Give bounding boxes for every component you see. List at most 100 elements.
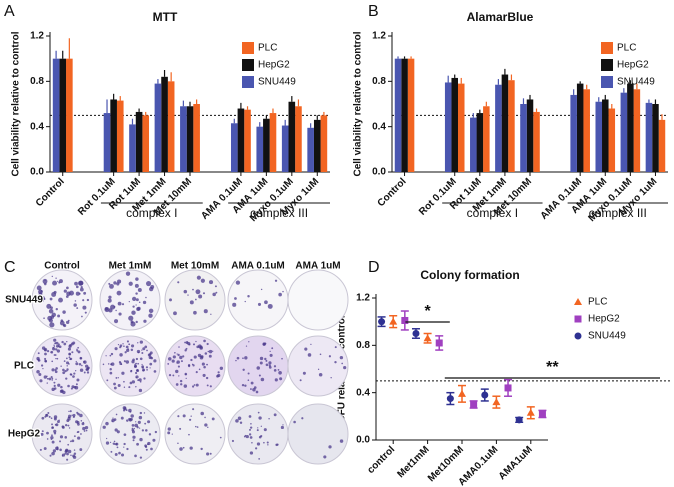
colony [202,292,206,295]
colony [76,421,80,424]
point [481,391,489,399]
colony [128,281,133,286]
colony [127,348,129,350]
colony [125,360,130,364]
bar [110,99,117,172]
colony [304,347,308,351]
colony [105,441,110,445]
colony [148,355,152,360]
bar [263,118,270,172]
colony [55,378,57,380]
colony [247,295,250,298]
colony [115,309,117,312]
colony [70,454,72,457]
colony [49,322,55,328]
colony [182,414,186,418]
colony [255,447,258,450]
legend-swatch [574,298,582,305]
colony [242,357,244,360]
colony [55,367,58,370]
bar [633,89,641,172]
colony [141,366,144,369]
bar [161,76,168,172]
colony [134,365,137,368]
colony [276,443,279,446]
colony [219,366,224,370]
legend-label: PLC [617,43,636,54]
colony [123,380,125,383]
colony [179,447,183,451]
colony [115,442,118,446]
colony [117,279,122,284]
colony [135,304,137,306]
colony [177,353,180,357]
colony [102,363,105,366]
colony [115,376,118,379]
colony [141,429,145,432]
colony [263,428,267,432]
colony [67,449,72,454]
colony [207,350,210,353]
colony [187,364,191,368]
colony [258,458,260,460]
colony [44,359,47,363]
colony [44,352,47,356]
colony [86,298,90,302]
colony [130,344,135,348]
colony [258,374,261,377]
legend-swatch [574,315,582,323]
legend-label: SNU449 [258,77,296,88]
colony [201,362,205,366]
colony [236,356,240,360]
colony [126,340,130,343]
colony [105,421,109,426]
legend-label: HepG2 [588,314,620,325]
colony [125,345,129,349]
y-axis-label: Cell viability relative to control [353,31,364,176]
colony [217,371,220,374]
colony [64,450,68,454]
bar [59,58,67,172]
colony [263,441,265,444]
colony [203,339,206,343]
colony [204,423,208,427]
colony [139,411,143,415]
y-tick-label: 1.2 [356,293,370,304]
colony [72,375,75,378]
colony [65,377,68,380]
colony [113,382,116,386]
colony [46,431,49,435]
colony [77,346,80,349]
colony [273,365,277,368]
colony [185,347,188,350]
bar [52,58,60,172]
point [412,330,420,337]
colony [190,415,192,417]
colony [57,383,61,387]
colony [171,433,173,435]
colony [82,305,87,310]
y-tick-label: 0.8 [372,76,386,87]
colony [52,346,55,349]
colony [114,428,118,432]
colony [278,370,282,375]
colony [173,311,177,316]
colony [55,344,59,348]
colony [56,349,61,353]
bar [288,101,296,172]
colony [149,362,153,366]
colony [248,433,252,436]
bar [116,100,124,172]
colony [116,290,122,296]
colony [146,368,148,371]
colony [169,298,172,302]
colony [54,370,58,374]
colony [185,341,189,344]
colony [171,359,175,363]
colony [204,352,208,355]
legend-swatch [601,76,613,88]
colony [123,407,127,411]
colony [83,291,87,295]
colony [209,452,212,455]
group-label: complex III [250,206,308,220]
